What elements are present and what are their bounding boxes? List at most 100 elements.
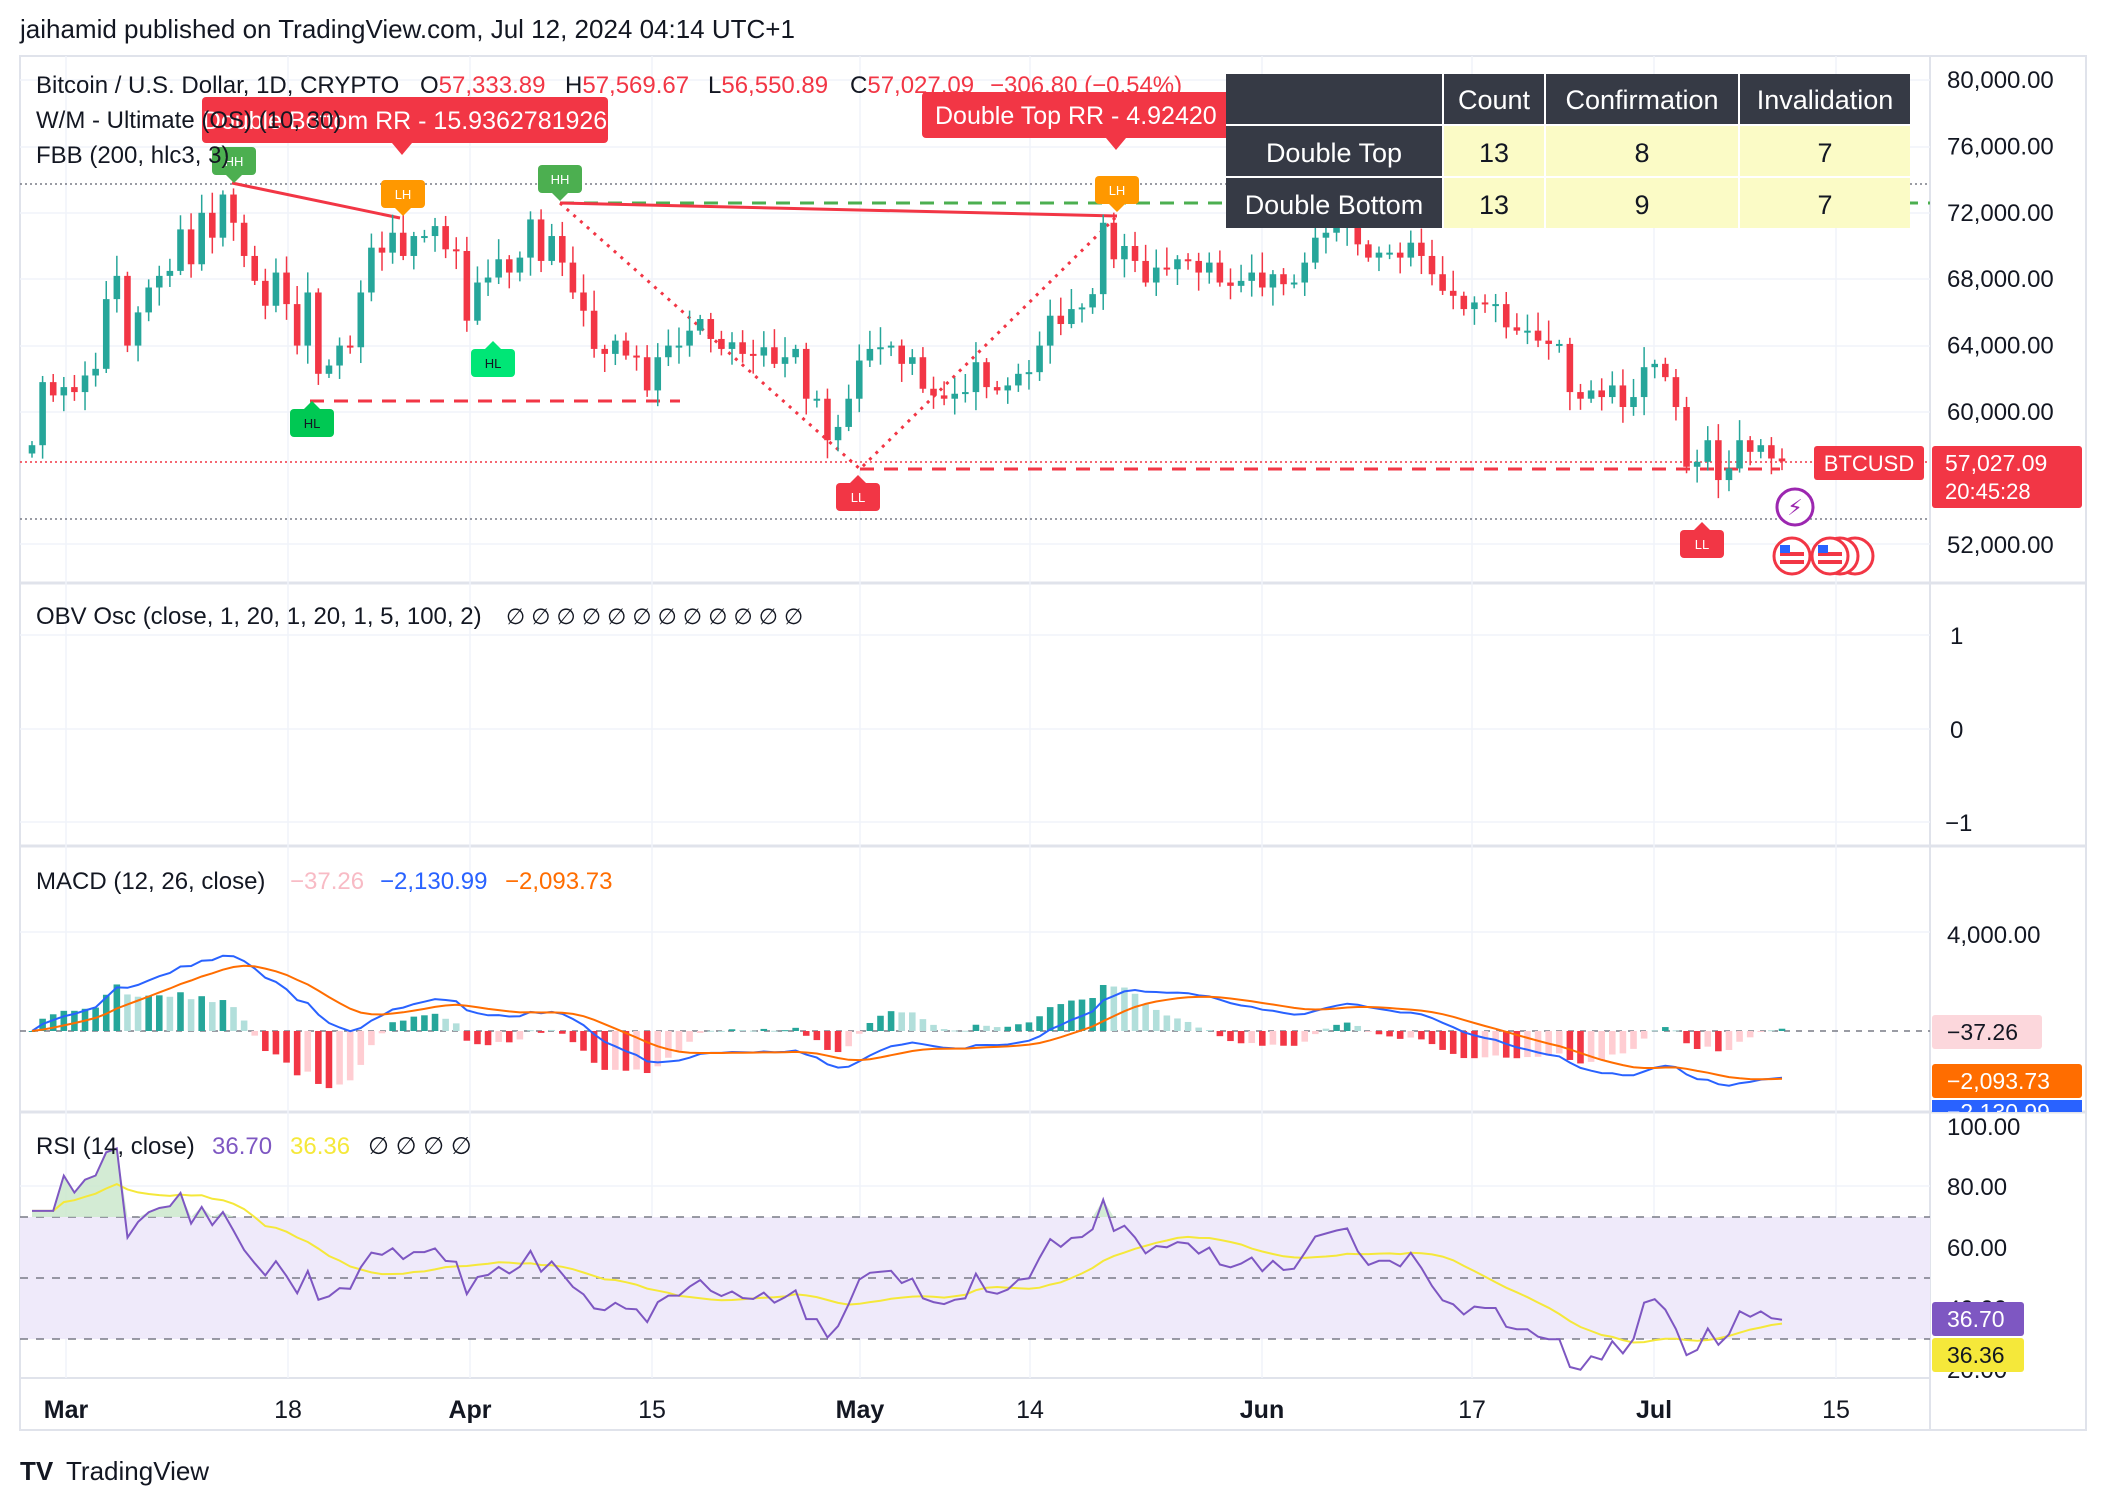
bar-countdown: 20:45:28 bbox=[1945, 479, 2031, 504]
macd-hist-bar bbox=[559, 1031, 566, 1034]
time-tick: 17 bbox=[1458, 1396, 1486, 1424]
double-bottom-rr-callout: Double Bottom RR - 15.9362781926 bbox=[202, 97, 608, 155]
candle bbox=[1439, 256, 1446, 295]
candle bbox=[983, 358, 990, 399]
svg-text:LL: LL bbox=[1695, 537, 1709, 552]
candle bbox=[293, 286, 301, 355]
candle bbox=[866, 330, 874, 368]
candle bbox=[431, 217, 439, 252]
macd-hist-bar bbox=[834, 1031, 842, 1053]
macd-tag: −2,130.99 bbox=[1947, 1099, 2050, 1125]
macd-hist-bar bbox=[304, 1031, 312, 1072]
svg-text:LL: LL bbox=[851, 490, 865, 505]
time-axis[interactable]: Mar 18 Apr 15 May 14 Jun 17 Jul 15 bbox=[44, 1396, 1850, 1424]
macd-hist-bar bbox=[240, 1020, 248, 1031]
macd-hist-bar bbox=[484, 1031, 492, 1046]
candle bbox=[209, 192, 216, 254]
indicator-fbb[interactable]: FBB (200, hlc3, 3) bbox=[36, 142, 229, 169]
macd-hist-bar bbox=[1630, 1031, 1637, 1049]
macd-hist-bar bbox=[675, 1031, 683, 1051]
macd-hist-bar bbox=[346, 1031, 354, 1081]
publish-info: jaihamid published on TradingView.com, J… bbox=[19, 14, 795, 44]
candle bbox=[1555, 339, 1563, 353]
indicator-wm-ultimate[interactable]: W/M - Ultimate (OS) (10, 30) bbox=[36, 107, 341, 134]
macd-hist-bar bbox=[442, 1018, 449, 1031]
macd-hist-bar bbox=[1386, 1031, 1393, 1037]
candle bbox=[304, 272, 312, 364]
lightning-icon[interactable] bbox=[1775, 487, 1815, 527]
us-flag-icon[interactable] bbox=[1772, 536, 1875, 576]
double-top-rr-callout: Double Top RR - 4.92420 bbox=[922, 92, 1312, 150]
candle bbox=[1715, 424, 1722, 499]
macd-hist-bar bbox=[495, 1031, 502, 1042]
macd-hist-bar bbox=[749, 1030, 757, 1032]
double-top-neckline bbox=[559, 201, 1118, 218]
candle bbox=[283, 256, 290, 320]
obv-title[interactable]: OBV Osc (close, 1, 20, 1, 20, 1, 5, 100,… bbox=[36, 603, 482, 630]
macd-hist-bar bbox=[527, 1030, 534, 1032]
macd-hist-bar bbox=[696, 1031, 704, 1033]
candle bbox=[1768, 437, 1775, 475]
macd-hist-bar bbox=[1025, 1022, 1033, 1031]
candle bbox=[251, 245, 259, 286]
candle bbox=[230, 188, 237, 241]
price-axis[interactable]: 80,000.00 76,000.00 72,000.00 68,000.00 64,0… bbox=[1947, 67, 2054, 559]
candle bbox=[272, 258, 280, 313]
lh-label-mar: LH bbox=[381, 180, 425, 216]
candle bbox=[49, 373, 57, 402]
candle bbox=[993, 380, 1001, 395]
event-icons[interactable]: ⚡ bbox=[1772, 487, 1875, 576]
macd-hist-bar bbox=[1322, 1028, 1330, 1031]
macd-hist-bar bbox=[1768, 1030, 1775, 1032]
macd-hist-bar bbox=[124, 994, 131, 1031]
macd-hist-bar bbox=[569, 1031, 577, 1043]
macd-hist-bar bbox=[219, 1000, 227, 1031]
candle bbox=[580, 274, 587, 327]
macd-hist-bar bbox=[930, 1024, 937, 1031]
low-value: 56,550.89 bbox=[721, 72, 828, 99]
rsi-tick: 60.00 bbox=[1947, 1235, 2007, 1262]
candle bbox=[1396, 242, 1404, 274]
macd-hist-bar bbox=[1121, 987, 1128, 1031]
macd-hist-bar bbox=[813, 1031, 821, 1041]
macd-hist-bar bbox=[1778, 1028, 1786, 1031]
candle bbox=[346, 335, 354, 354]
candle bbox=[102, 281, 110, 373]
macd-hist-bar bbox=[1577, 1031, 1584, 1064]
candle bbox=[336, 337, 343, 379]
candle bbox=[855, 344, 863, 413]
high-value: 57,569.67 bbox=[582, 72, 689, 99]
price-tick: 64,000.00 bbox=[1947, 333, 2054, 360]
candle bbox=[39, 375, 46, 459]
candle bbox=[240, 214, 248, 268]
macd-hist-bar bbox=[1672, 1030, 1680, 1032]
candle bbox=[484, 259, 492, 296]
tv-logo-icon: TV bbox=[20, 1456, 54, 1486]
candle bbox=[1672, 369, 1680, 421]
candle bbox=[877, 327, 884, 365]
macd-hist-bar bbox=[1365, 1031, 1372, 1032]
candle bbox=[166, 258, 174, 288]
svg-text:HL: HL bbox=[485, 356, 502, 371]
macd-hist-bar bbox=[1524, 1031, 1531, 1058]
macd-hist-bar bbox=[474, 1031, 481, 1045]
price-tick: 72,000.00 bbox=[1947, 200, 2054, 227]
candle bbox=[1386, 244, 1393, 260]
candle bbox=[1587, 380, 1595, 403]
macd-hist-bar bbox=[855, 1031, 863, 1034]
macd-hist-bar bbox=[654, 1031, 662, 1067]
macd-hist-bar bbox=[1725, 1031, 1733, 1050]
ll-label-jul: LL bbox=[1680, 522, 1724, 558]
close-value: 57,027.09 bbox=[867, 72, 974, 99]
candle bbox=[187, 213, 195, 278]
table-header-confirmation: Confirmation bbox=[1565, 85, 1718, 115]
candle bbox=[696, 314, 704, 335]
macd-hist-bar bbox=[272, 1031, 280, 1055]
candle bbox=[1184, 253, 1192, 270]
macd-hist-bar bbox=[49, 1014, 57, 1031]
candle bbox=[707, 312, 715, 353]
macd-hist-bar bbox=[1131, 993, 1139, 1031]
macd-hist-bar bbox=[177, 992, 184, 1031]
candle bbox=[569, 246, 577, 299]
candle bbox=[1280, 268, 1287, 296]
